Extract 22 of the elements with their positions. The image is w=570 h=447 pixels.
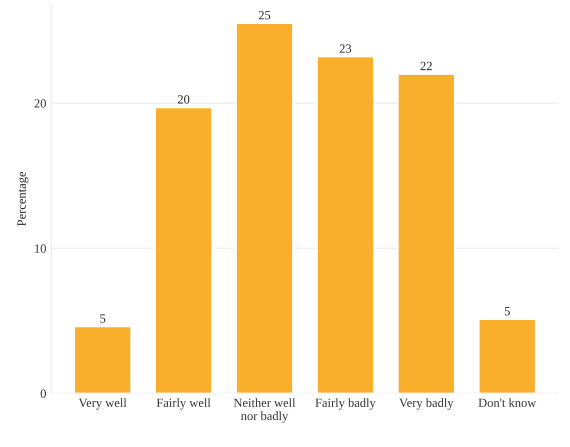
y-tick-label: 10: [35, 244, 46, 253]
x-tick-label: Neither well nor badly: [234, 398, 296, 423]
data-label: 5: [100, 314, 106, 323]
y-axis-title: Percentage: [18, 172, 28, 226]
bar: [397, 73, 456, 394]
y-tick-label: 0: [40, 389, 46, 398]
data-label: 5: [504, 307, 510, 316]
x-tick-label: Very well: [78, 398, 127, 410]
x-tick-label: Fairly well: [156, 398, 211, 410]
data-label: 23: [340, 44, 352, 53]
x-tick-label: Very badly: [399, 398, 454, 410]
bar: [154, 106, 213, 394]
bar: [74, 326, 132, 394]
y-tick-label: 20: [34, 99, 46, 108]
data-label: 25: [258, 11, 270, 20]
data-label: 22: [420, 62, 432, 70]
data-label: 20: [178, 95, 190, 104]
bar: [235, 22, 294, 394]
bar: [316, 56, 374, 394]
bar: [478, 318, 536, 394]
x-tick-label: Don't know: [478, 398, 536, 408]
x-tick-label: Fairly badly: [315, 398, 376, 410]
